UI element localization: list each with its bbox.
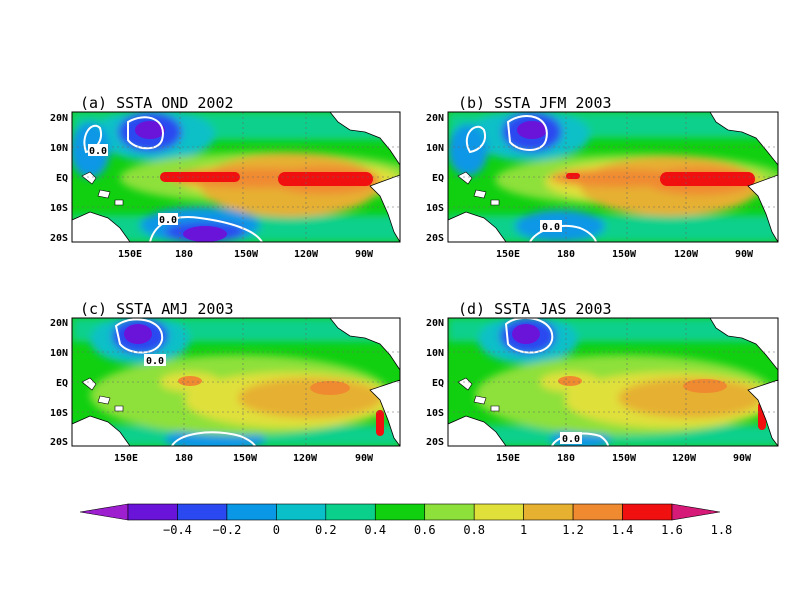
panel-d-y-tick: EQ [432,378,444,389]
panel-d-x-tick: 150E [496,453,520,464]
panel-a-contour-label-2: 0.0 [159,215,177,226]
colorbar-segment [473,503,524,521]
panel-c-y-tick: 10N [50,348,68,359]
panel-c-y-tick: EQ [56,378,68,389]
panel-b-x-axis: 150E 180 150W 120W 90W [496,249,754,260]
panel-d-y-tick: 20N [426,318,444,329]
panel-a-y-tick: 20N [50,113,68,124]
panel-b-y-tick: 20S [426,233,444,244]
panel-c-y-axis: 20N 10N EQ 10S 20S [50,318,68,448]
panel-b-title: (b) SSTA JFM 2003 [458,94,612,112]
colorbar-segment [374,503,426,521]
panel-b-x-tick: 150E [496,249,520,260]
panel-a-x-tick: 150W [234,249,259,260]
panel-a-x-tick: 180 [175,249,193,260]
panel-b-x-tick: 90W [735,249,754,260]
colorbar: −0.4 −0.2 0 0.2 0.4 0.6 0.8 1 1.2 1.4 1.6 1.8 [79,503,733,537]
panel-b-x-tick: 120W [674,249,699,260]
panel-d-y-tick: 20S [426,437,444,448]
panel-b-y-tick: EQ [432,173,444,184]
colorbar-label: 0 [273,523,280,537]
panel-c-y-tick: 10S [50,408,68,419]
colorbar-segment [276,503,327,521]
panel-a-x-tick: 150E [118,249,142,260]
panel-a: (a) SSTA OND 2002 [50,94,401,260]
panel-d-y-axis: 20N 10N EQ 10S 20S [426,318,444,448]
panel-c-map [72,318,400,446]
colorbar-segment [177,503,228,521]
colorbar-label: −0.4 [163,523,192,537]
colorbar-segment [325,503,376,521]
panel-a-y-tick: 10N [50,143,68,154]
panel-d-x-axis: 150E 180 150W 120W 90W [496,453,752,464]
colorbar-label: 0.4 [364,523,386,537]
panel-a-title: (a) SSTA OND 2002 [80,94,234,112]
panel-a-y-tick: EQ [56,173,68,184]
panel-b-contour-label: 0.0 [542,222,560,233]
panel-b-map [448,112,778,242]
colorbar-upper-extension [671,503,721,521]
panel-c-y-tick: 20S [50,437,68,448]
colorbar-label: 1.2 [562,523,584,537]
panel-a-x-axis: 150E 180 150W 120W 90W [118,249,374,260]
colorbar-segment [127,503,178,521]
panel-c-x-tick: 150W [233,453,258,464]
panel-c-title: (c) SSTA AMJ 2003 [80,300,234,318]
panel-c-x-tick: 90W [355,453,374,464]
colorbar-lower-extension [79,503,129,521]
colorbar-segment [622,503,673,521]
colorbar-segment [572,503,623,521]
colorbar-label: 1.4 [612,523,634,537]
panel-a-y-tick: 20S [50,233,68,244]
panel-b-x-tick: 150W [612,249,637,260]
panel-d-y-tick: 10N [426,348,444,359]
panel-b-y-tick: 10N [426,143,444,154]
panel-b-y-tick: 20N [426,113,444,124]
panel-a-y-axis: 20N 10N EQ 10S 20S [50,113,68,244]
colorbar-segment [424,503,475,521]
colorbar-segment [523,503,574,521]
panel-c-x-tick: 150E [114,453,138,464]
panel-b-y-tick: 10S [426,203,444,214]
colorbar-label: 0.2 [315,523,337,537]
panel-a-map [72,112,400,242]
panel-c-x-tick: 120W [293,453,318,464]
colorbar-label: 1.6 [661,523,683,537]
panel-d-title: (d) SSTA JAS 2003 [458,300,612,318]
panel-d-x-tick: 90W [733,453,752,464]
panel-d-y-tick: 10S [426,408,444,419]
panel-a-x-tick: 120W [294,249,319,260]
panel-c-y-tick: 20N [50,318,68,329]
panel-d-contour-label: 0.0 [562,434,580,445]
panel-c-x-axis: 150E 180 150W 120W 90W [114,453,374,464]
panel-c: (c) SSTA AMJ 2003 [50,300,401,464]
panel-d-x-tick: 150W [612,453,637,464]
colorbar-label: 1.8 [711,523,733,537]
panel-a-contour-label-1: 0.0 [89,146,107,157]
panel-d: (d) SSTA JAS 2003 [426,300,779,464]
panel-b-x-tick: 180 [557,249,575,260]
panel-a-x-tick: 90W [355,249,374,260]
panel-d-map [448,318,778,446]
panel-b-y-axis: 20N 10N EQ 10S 20S [426,113,444,244]
panel-c-contour-label: 0.0 [146,356,164,367]
panel-b: (b) SSTA JFM 2003 [426,94,779,260]
panel-c-x-tick: 180 [175,453,193,464]
colorbar-label: 1 [520,523,527,537]
panel-d-x-tick: 180 [557,453,575,464]
colorbar-label: 0.8 [463,523,485,537]
colorbar-label: −0.2 [212,523,241,537]
colorbar-label: 0.6 [414,523,436,537]
colorbar-segment [226,503,277,521]
panel-d-x-tick: 120W [672,453,697,464]
panel-a-y-tick: 10S [50,203,68,214]
